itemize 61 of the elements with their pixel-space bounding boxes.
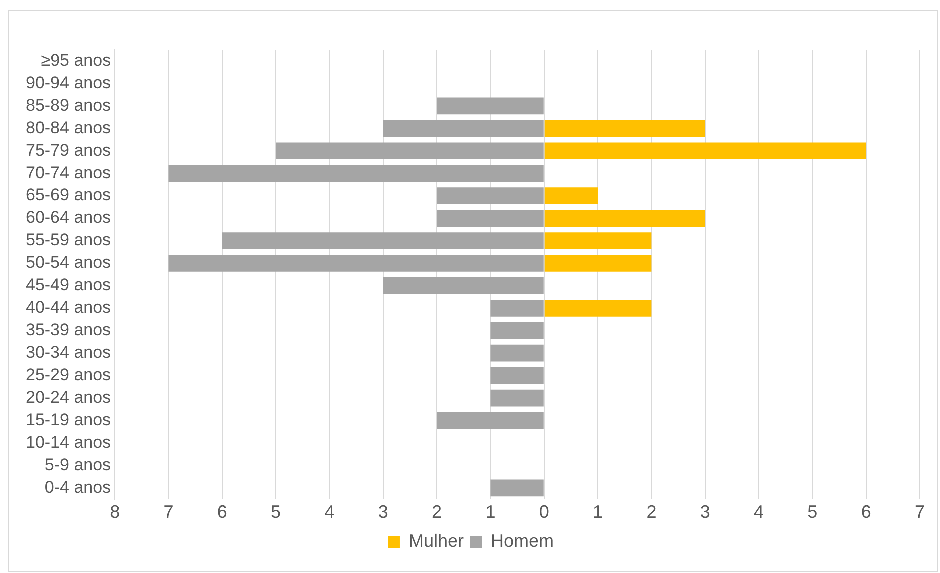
y-tick-label: 45-49 anos <box>26 276 112 295</box>
bar <box>222 232 544 250</box>
bar <box>383 120 544 138</box>
x-tick-label: 1 <box>486 502 496 522</box>
y-tick-label: 0-4 anos <box>44 478 112 497</box>
x-tick-label: 8 <box>110 502 120 522</box>
legend-label: Mulher <box>408 530 464 551</box>
bar <box>544 255 652 272</box>
bar <box>168 165 544 182</box>
y-tick-label: 80-84 anos <box>26 118 112 138</box>
x-tick-label: 6 <box>217 502 228 522</box>
bar <box>490 480 544 497</box>
y-tick-label: 55-59 anos <box>26 230 112 250</box>
y-tick-label: 60-64 anos <box>26 208 112 228</box>
x-tick-label: 0 <box>539 502 550 522</box>
bar <box>437 412 544 430</box>
bar <box>383 278 544 294</box>
x-tick-label: 3 <box>378 502 388 522</box>
y-tick-label: 5-9 anos <box>44 455 112 474</box>
x-tick-label: 3 <box>700 502 710 522</box>
y-tick-label: 85-89 anos <box>26 96 112 115</box>
y-tick-label: 50-54 anos <box>26 253 112 272</box>
bar <box>437 188 544 204</box>
x-tick-label: 7 <box>164 502 174 522</box>
x-tick-label: 1 <box>593 502 604 522</box>
x-tick-label: 5 <box>271 502 282 522</box>
y-tick-label: 25-29 anos <box>26 366 112 385</box>
y-tick-label: 35-39 anos <box>26 320 112 340</box>
x-tick-label: 6 <box>861 502 872 522</box>
bar <box>490 300 544 317</box>
x-tick-label: 5 <box>808 502 818 522</box>
bar <box>168 255 544 272</box>
x-tick-label: 2 <box>646 502 657 522</box>
bar <box>490 344 544 362</box>
bar <box>437 210 544 227</box>
bar <box>544 188 598 204</box>
y-tick-label: 90-94 anos <box>26 73 112 92</box>
bar <box>490 367 544 384</box>
y-tick-label: 10-14 anos <box>26 432 112 452</box>
y-tick-label: 15-19 anos <box>26 410 112 430</box>
bar <box>490 322 544 340</box>
y-tick-label: 30-34 anos <box>26 343 112 362</box>
legend-label: Homem <box>491 530 554 551</box>
x-tick-label: 4 <box>324 502 335 522</box>
y-tick-label: 20-24 anos <box>26 388 112 407</box>
x-tick-label: 4 <box>754 502 764 522</box>
bar <box>544 142 866 160</box>
x-tick-label: 7 <box>914 502 926 522</box>
bar <box>276 142 544 160</box>
x-tick-label: 2 <box>432 502 442 522</box>
bar <box>544 232 652 250</box>
bar <box>544 120 706 138</box>
y-tick-label: 70-74 anos <box>26 163 112 182</box>
y-tick-label: 65-69 anos <box>26 186 112 205</box>
y-tick-label: 75-79 anos <box>26 140 112 160</box>
bar <box>437 98 544 115</box>
bar <box>544 210 706 227</box>
y-tick-label: 40-44 anos <box>26 298 112 318</box>
bar <box>544 300 652 317</box>
bar <box>490 390 544 407</box>
y-tick-label: ≥95 anos <box>41 50 112 70</box>
